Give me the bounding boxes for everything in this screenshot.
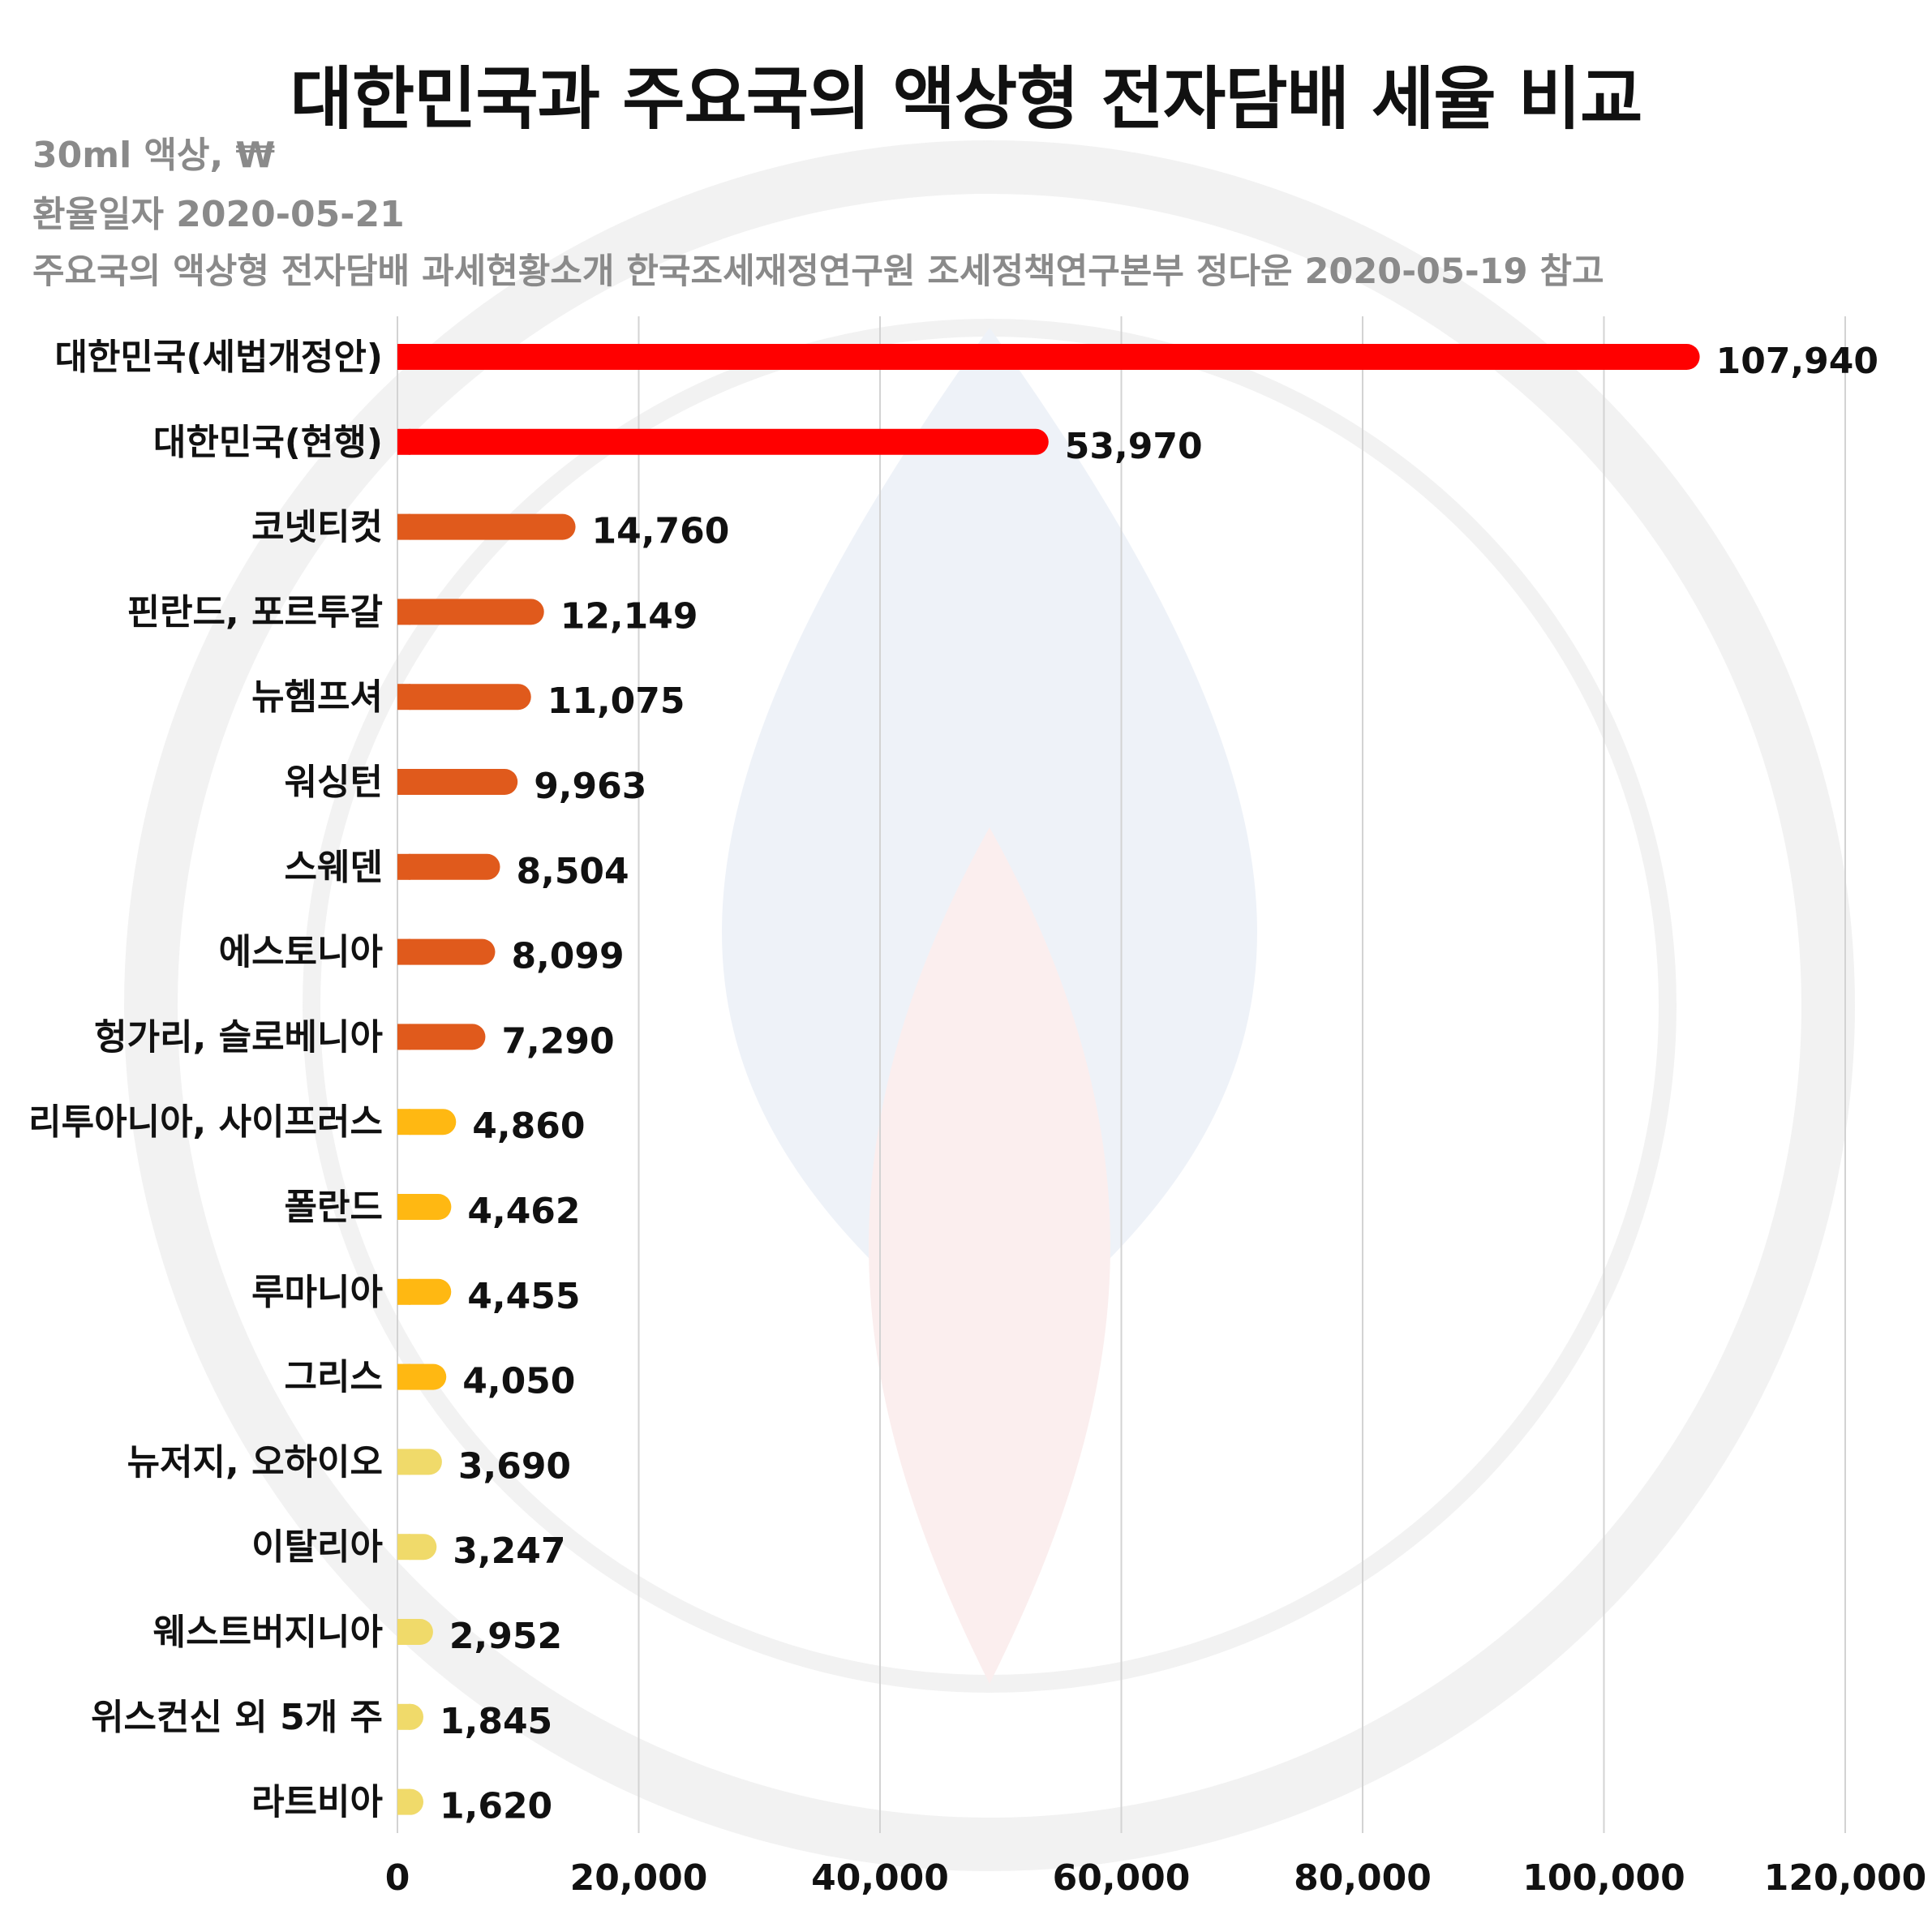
x-tick-label: 20,000 — [570, 1857, 708, 1899]
bar-base — [397, 599, 410, 625]
bar-base — [397, 1788, 410, 1815]
bar — [397, 1278, 452, 1305]
category-label: 뉴저지, 오하이오 — [127, 1441, 383, 1483]
value-label: 8,099 — [511, 936, 624, 977]
category-label: 워싱턴 — [285, 762, 383, 803]
value-label: 9,963 — [534, 766, 646, 807]
category-label: 웨스트버지니아 — [153, 1612, 383, 1653]
category-label: 대한민국(현행) — [153, 422, 383, 463]
bar — [397, 853, 500, 880]
x-tick-label: 120,000 — [1764, 1857, 1926, 1899]
bar-base — [397, 1534, 410, 1561]
bar — [397, 513, 576, 540]
chart-title: 대한민국과 주요국의 액상형 전자담배 세율 비교 — [290, 59, 1643, 139]
bar — [397, 344, 1700, 370]
bar-base — [397, 1109, 410, 1136]
category-label: 폴란드 — [285, 1187, 383, 1228]
value-label: 3,247 — [453, 1531, 565, 1572]
category-label: 대한민국(세법개정안) — [54, 337, 383, 378]
value-label: 3,690 — [458, 1445, 571, 1487]
x-tick-label: 80,000 — [1294, 1857, 1432, 1899]
value-label: 53,970 — [1065, 426, 1203, 467]
bar — [397, 1194, 452, 1220]
value-label: 107,940 — [1716, 341, 1878, 382]
value-label: 4,860 — [472, 1106, 585, 1147]
bar — [397, 1024, 486, 1050]
subtitle-exchange-date: 환율일자 2020-05-21 — [32, 194, 405, 235]
category-label: 위스컨신 외 5개 주 — [91, 1697, 383, 1738]
x-tick-label: 40,000 — [811, 1857, 949, 1899]
labels: 0 20,000 40,000 60,000 80,000 100,000 120,000 대… — [28, 337, 1926, 1899]
x-tick-label: 60,000 — [1053, 1857, 1191, 1899]
bar-base — [397, 1703, 410, 1730]
category-label: 핀란드, 포르투갈 — [127, 591, 383, 633]
bar-base — [397, 1194, 410, 1220]
bar — [397, 1109, 457, 1136]
category-label: 뉴헴프셔 — [251, 676, 383, 718]
value-label: 4,462 — [467, 1191, 580, 1232]
category-label: 에스토니아 — [219, 932, 383, 973]
bar-base — [397, 344, 410, 370]
category-label: 루마니아 — [251, 1272, 383, 1313]
value-label: 2,952 — [449, 1616, 562, 1657]
bar — [397, 428, 1049, 455]
bars — [397, 344, 1700, 1815]
category-label: 라트비아 — [251, 1782, 383, 1823]
bar-base — [397, 1278, 410, 1305]
bar-base — [397, 938, 410, 965]
subtitle-units: 30ml 액상, ₩ — [32, 135, 276, 176]
category-label: 스웨덴 — [285, 847, 383, 888]
value-label: 1,620 — [440, 1786, 552, 1827]
bar-base — [397, 1024, 410, 1050]
value-label: 4,050 — [462, 1361, 575, 1402]
bar-base — [397, 769, 410, 795]
bar — [397, 769, 518, 795]
bar-base — [397, 428, 410, 455]
bar-base — [397, 1363, 410, 1390]
gridlines — [397, 316, 1846, 1833]
bar-base — [397, 853, 410, 880]
bar-base — [397, 1449, 410, 1475]
category-label: 리투아니아, 사이프러스 — [28, 1101, 383, 1143]
value-label: 12,149 — [560, 595, 698, 637]
value-label: 4,455 — [467, 1276, 580, 1317]
value-label: 1,845 — [440, 1701, 552, 1742]
value-label: 11,075 — [547, 680, 685, 722]
value-label: 14,760 — [592, 511, 730, 552]
bar-base — [397, 684, 410, 711]
category-label: 코넷티컷 — [251, 507, 383, 548]
bar — [397, 599, 544, 625]
value-label: 7,290 — [501, 1020, 614, 1062]
x-tick-label: 0 — [385, 1857, 410, 1899]
bar-base — [397, 1619, 410, 1645]
subtitle-source: 주요국의 액상형 전자담배 과세현황소개 한국조세재정연구원 조세정책연구본부 … — [32, 251, 1604, 292]
category-label: 헝가리, 슬로베니아 — [94, 1016, 383, 1058]
bar — [397, 684, 531, 711]
watermark-logo — [124, 140, 1855, 1871]
value-label: 8,504 — [516, 851, 629, 892]
bar-base — [397, 513, 410, 540]
bar — [397, 938, 496, 965]
x-tick-label: 100,000 — [1522, 1857, 1685, 1899]
category-label: 그리스 — [285, 1357, 383, 1398]
category-label: 이탈리아 — [251, 1526, 383, 1568]
